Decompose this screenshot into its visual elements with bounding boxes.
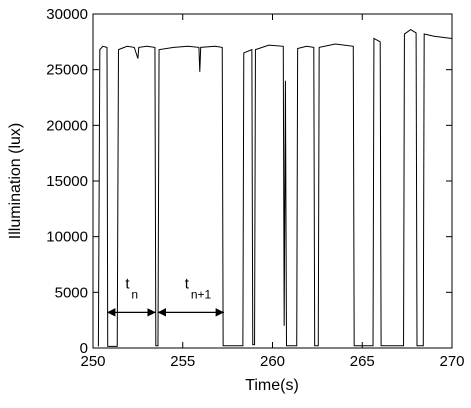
- annotation-label: t: [185, 275, 190, 292]
- annotation-label: t: [125, 275, 130, 292]
- y-tick-label: 25000: [46, 62, 88, 79]
- y-tick-label: 15000: [46, 173, 88, 190]
- signal-line: [97, 28, 453, 347]
- x-tick-label: 260: [260, 353, 285, 370]
- x-tick-label: 270: [439, 353, 464, 370]
- plot-frame: [92, 13, 453, 349]
- x-tick-label: 265: [350, 353, 375, 370]
- annotation-subscript: n: [131, 287, 138, 301]
- x-axis-label: Time(s): [245, 377, 299, 394]
- y-tick-label: 30000: [46, 6, 88, 23]
- y-tick-label: 20000: [46, 117, 88, 134]
- x-tick-label: 250: [80, 353, 105, 370]
- annotation-subscript: n+1: [191, 287, 212, 301]
- y-tick-label: 5000: [55, 284, 88, 301]
- y-tick-label: 0: [80, 340, 88, 357]
- y-axis-label: Illumination (lux): [7, 123, 24, 239]
- x-tick-label: 255: [170, 353, 195, 370]
- y-tick-label: 10000: [46, 229, 88, 246]
